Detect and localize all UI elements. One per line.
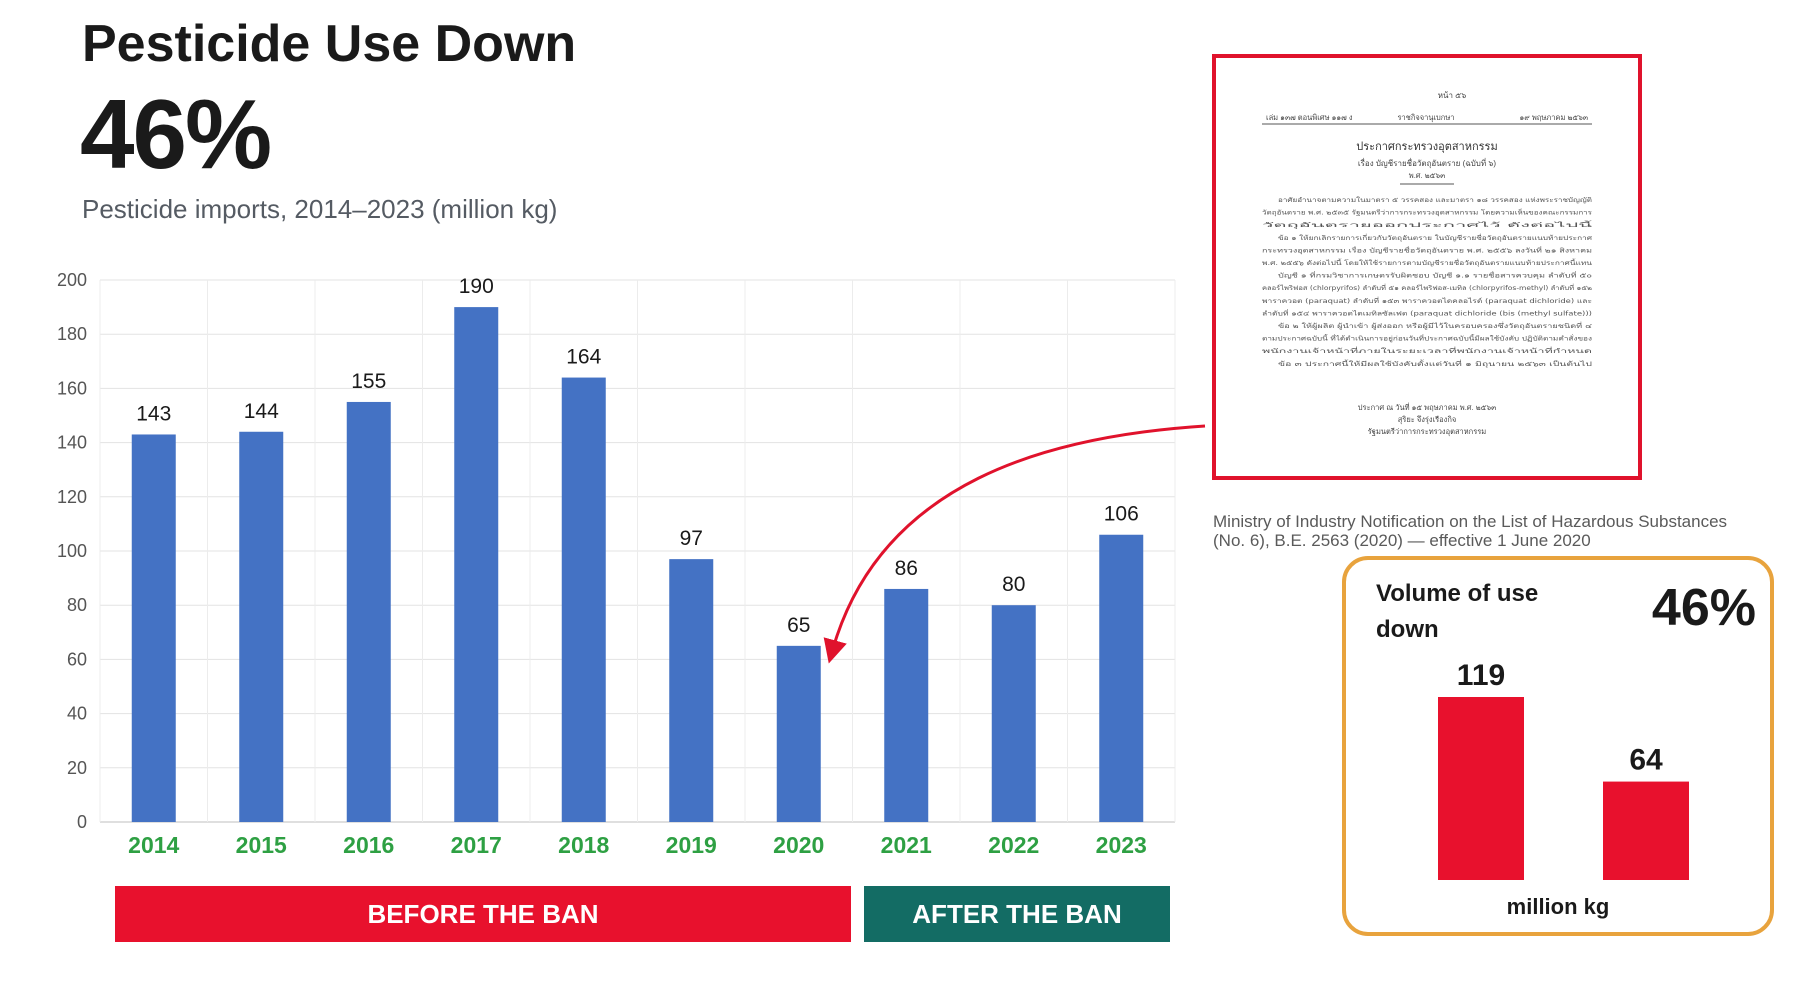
- y-tick-label: 120: [57, 487, 87, 507]
- doc-body-line: ลำดับที่ ๑๕๔ พาราควอตไดเมทิลซัลเฟต (para…: [1262, 309, 1592, 317]
- page-title: Pesticide Use Down: [82, 15, 577, 73]
- panel-percentage: 46%: [1651, 579, 1756, 637]
- x-tick-label: 2016: [343, 832, 394, 858]
- bar: [454, 307, 499, 823]
- doc-body-line: วัตถุอันตราย พ.ศ. ๒๕๓๕ รัฐมนตรีว่าการกระ…: [1262, 208, 1593, 217]
- doc-body-line: ข้อ ๑ ให้ยกเลิกรายการเกี่ยวกับวัตถุอันตร…: [1278, 234, 1592, 242]
- panel-unit-label: million kg: [1506, 894, 1610, 919]
- y-tick-label: 0: [77, 812, 87, 832]
- gazette-document-page: หน้า ๕๖ เล่ม ๑๓๗ ตอนพิเศษ ๑๑๗ ง ราชกิจจา…: [1262, 91, 1595, 436]
- y-tick-label: 20: [67, 758, 87, 778]
- mini-bar-value-label: 64: [1629, 744, 1663, 777]
- chart-subtitle: Pesticide imports, 2014–2023 (million kg…: [82, 194, 558, 224]
- volume-mini-bar-chart: 119 64: [1438, 659, 1689, 880]
- doc-body-text: อาศัยอำนาจตามความในมาตรา ๕ วรรคสอง และมา…: [1262, 196, 1595, 368]
- document-caption: Ministry of Industry Notification on the…: [1213, 512, 1728, 550]
- pesticide-imports-bar-chart: 0 20 40 60 80 100 120 140 160 180 200 143 2014 144 201…: [57, 270, 1176, 858]
- doc-page-header: หน้า ๕๖: [1438, 91, 1467, 100]
- doc-body-line: พาราควอต (paraquat) ลำดับที่ ๑๕๓ พาราควอ…: [1262, 297, 1592, 305]
- doc-year: พ.ศ. ๒๕๖๓: [1409, 171, 1445, 180]
- bar: [131, 434, 176, 822]
- bar-value-label: 164: [566, 346, 601, 369]
- bar: [561, 377, 606, 822]
- bar: [1099, 534, 1144, 822]
- x-tick-label: 2023: [1096, 832, 1147, 858]
- doc-heading: ประกาศกระทรวงอุตสาหกรรม: [1356, 141, 1497, 153]
- doc-meta-left: เล่ม ๑๓๗ ตอนพิเศษ ๑๑๗ ง: [1266, 113, 1353, 122]
- doc-body-line: กระทรวงอุตสาหกรรม เรื่อง บัญชีรายชื่อวัต…: [1262, 246, 1592, 254]
- bar-value-label: 155: [351, 370, 386, 393]
- y-tick-label: 60: [67, 649, 87, 669]
- doc-body-line: ข้อ ๓ ประกาศนี้ให้มีผลใช้บังคับตั้งแต่วั…: [1278, 359, 1592, 368]
- mini-bar-value-label: 119: [1457, 659, 1505, 692]
- y-tick-label: 140: [57, 433, 87, 453]
- x-tick-label: 2018: [558, 832, 609, 858]
- y-tick-label: 100: [57, 541, 87, 561]
- bar-value-label: 86: [895, 557, 918, 580]
- y-tick-label: 200: [57, 270, 87, 290]
- bar-value-label: 106: [1104, 503, 1139, 526]
- x-tick-label: 2021: [881, 832, 932, 858]
- doc-body-line: บัญชี ๑ ที่กรมวิชาการเกษตรรับผิดชอบ บัญช…: [1278, 272, 1592, 280]
- x-tick-label: 2014: [128, 832, 179, 858]
- gazette-document-image: หน้า ๕๖ เล่ม ๑๓๗ ตอนพิเศษ ๑๑๗ ง ราชกิจจา…: [1212, 54, 1642, 480]
- before-ban-band: BEFORE THE BAN: [115, 886, 851, 942]
- panel-label: Volume of use down: [1376, 580, 1539, 643]
- bar-value-label: 65: [787, 614, 810, 637]
- after-ban-band: AFTER THE BAN: [864, 886, 1170, 942]
- x-tick-label: 2015: [236, 832, 287, 858]
- doc-body-line: วัตถุอันตรายออกประกาศไว้ ดังต่อไปนี้: [1262, 220, 1595, 229]
- bar-value-label: 143: [136, 402, 171, 425]
- bar-value-label: 144: [244, 400, 279, 423]
- bar: [346, 401, 391, 822]
- doc-body-line: พ.ศ. ๒๕๕๖ ดังต่อไปนี้ โดยให้ใช้รายการตาม…: [1262, 258, 1593, 267]
- y-tick-label: 160: [57, 378, 87, 398]
- x-tick-label: 2020: [773, 832, 824, 858]
- x-tick-label: 2022: [988, 832, 1039, 858]
- bar: [669, 559, 714, 822]
- mini-bar: [1603, 781, 1689, 880]
- y-tick-label: 180: [57, 324, 87, 344]
- volume-summary-panel: Volume of use down 46% 119 64 million kg: [1342, 556, 1774, 936]
- doc-sign-title: รัฐมนตรีว่าการกระทรวงอุตสาหกรรม: [1368, 427, 1486, 436]
- doc-body-line: คลอร์ไพริฟอส (chlorpyrifos) ลำดับที่ ๕๑ …: [1262, 284, 1592, 292]
- bar: [239, 431, 284, 822]
- y-tick-label: 80: [67, 595, 87, 615]
- bar-value-label: 97: [680, 527, 703, 550]
- mini-bar: [1438, 697, 1524, 880]
- doc-body-line: ตามประกาศฉบับนี้ ที่ได้ดำเนินการอยู่ก่อน…: [1262, 334, 1592, 343]
- bar: [776, 645, 821, 822]
- doc-body-line: พนักงานเจ้าหน้าที่ภายในระยะเวลาที่พนักงา…: [1262, 347, 1592, 355]
- x-tick-label: 2019: [666, 832, 717, 858]
- bar-value-label: 190: [459, 275, 494, 298]
- y-tick-label: 40: [67, 704, 87, 724]
- doc-body-line: อาศัยอำนาจตามความในมาตรา ๕ วรรคสอง และมา…: [1278, 196, 1592, 204]
- doc-meta-right: ๑๙ พฤษภาคม ๒๕๖๓: [1520, 113, 1588, 122]
- x-tick-label: 2017: [451, 832, 502, 858]
- doc-sign-name: สุริยะ จึงรุ่งเรืองกิจ: [1398, 415, 1457, 424]
- doc-body-line: ข้อ ๒ ให้ผู้ผลิต ผู้นำเข้า ผู้ส่งออก หรื…: [1278, 322, 1592, 330]
- headline-percentage: 46%: [80, 79, 272, 189]
- doc-sign-date: ประกาศ ณ วันที่ ๑๕ พฤษภาคม พ.ศ. ๒๕๖๓: [1358, 402, 1496, 412]
- bar-value-label: 80: [1002, 573, 1025, 596]
- bar: [884, 588, 929, 822]
- doc-meta-mid: ราชกิจจานุเบกษา: [1397, 113, 1454, 122]
- doc-subject: เรื่อง บัญชีรายชื่อวัตถุอันตราย (ฉบับที่…: [1358, 157, 1497, 168]
- bar: [991, 605, 1036, 822]
